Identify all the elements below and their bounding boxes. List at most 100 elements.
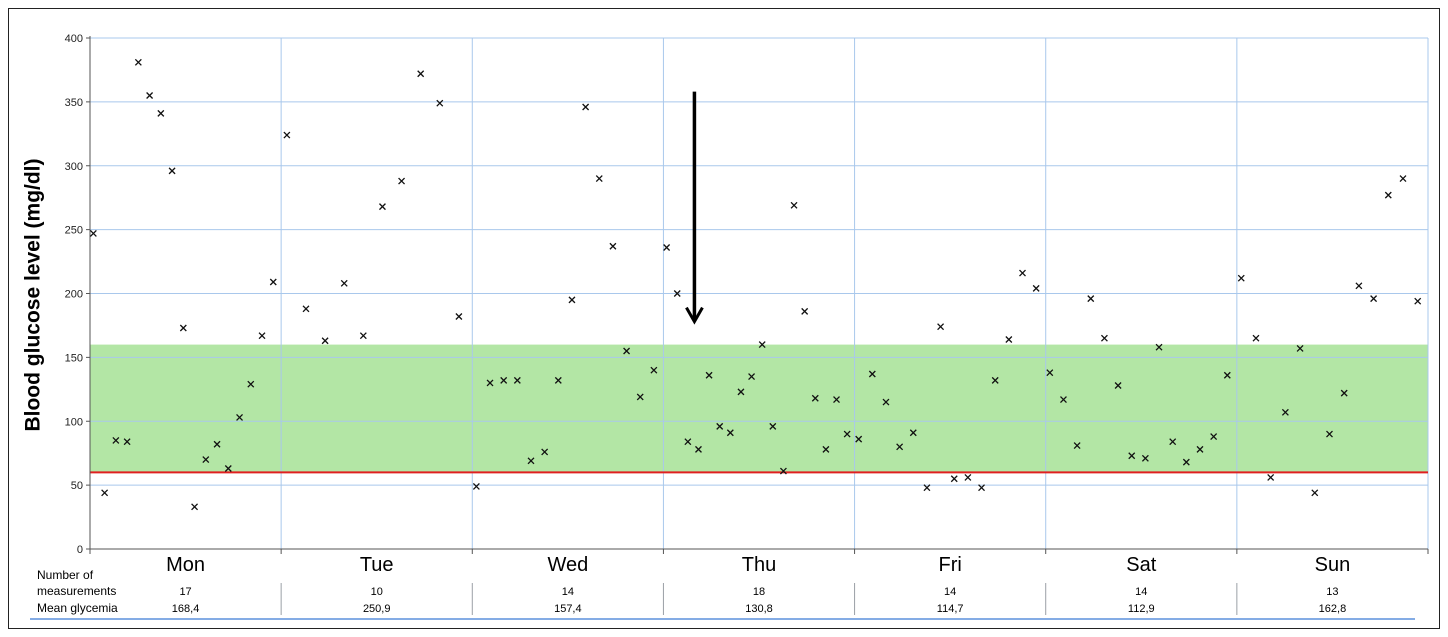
data-point (224, 465, 232, 472)
data-point (1155, 343, 1163, 351)
data-point (1252, 334, 1260, 342)
data-point (1087, 295, 1095, 303)
arrow-head (685, 306, 704, 325)
data-point (1019, 269, 1026, 277)
data-point (472, 482, 480, 490)
data-point (1281, 408, 1289, 416)
data-point (500, 376, 508, 384)
data-point (1114, 382, 1122, 389)
data-point (101, 489, 109, 497)
data-point (1073, 442, 1081, 449)
data-point (527, 457, 535, 465)
data-point (1005, 336, 1013, 343)
data-point (1399, 175, 1407, 182)
y-tick-label: 50 (71, 480, 83, 492)
data-point (513, 376, 521, 384)
data-point (595, 175, 603, 182)
data-point (157, 109, 165, 117)
data-point (1326, 430, 1333, 438)
data-point (236, 413, 244, 421)
data-point (609, 242, 617, 250)
data-point (623, 347, 631, 355)
data-point (398, 177, 406, 185)
data-point (950, 475, 958, 483)
data-point (978, 484, 986, 492)
data-point (833, 396, 840, 403)
data-point (868, 370, 876, 378)
data-point (801, 307, 809, 315)
data-point (909, 429, 917, 437)
data-point (269, 278, 277, 286)
data-point (726, 429, 734, 437)
y-tick-label: 100 (65, 416, 83, 428)
data-point (769, 422, 777, 430)
data-point (258, 332, 266, 340)
data-point (146, 92, 154, 99)
data-point (1340, 389, 1348, 397)
data-point (673, 290, 681, 297)
data-point (191, 503, 199, 511)
y-tick-label: 250 (65, 225, 83, 237)
data-point (663, 244, 671, 251)
data-point (923, 484, 931, 492)
data-point (112, 436, 120, 444)
data-point (455, 313, 463, 320)
data-point (855, 435, 863, 443)
data-point (1223, 371, 1231, 379)
data-point (1128, 452, 1136, 460)
data-point (636, 393, 644, 401)
data-point (758, 341, 766, 349)
data-point (1296, 344, 1304, 352)
data-point (359, 332, 367, 340)
data-point (568, 296, 576, 304)
data-point (964, 474, 972, 481)
data-point (213, 440, 221, 448)
data-point (89, 229, 97, 237)
data-point (882, 398, 890, 406)
data-point (554, 376, 562, 384)
data-point (340, 279, 348, 287)
data-point (716, 422, 724, 430)
data-point (811, 394, 819, 402)
data-point (1182, 458, 1190, 466)
data-point (684, 438, 692, 446)
y-tick-label: 150 (65, 352, 83, 364)
data-point (1032, 284, 1040, 292)
data-point (436, 99, 444, 107)
y-tick-label: 400 (65, 33, 83, 45)
data-point (937, 323, 945, 331)
data-point (1384, 191, 1392, 199)
data-point (1169, 438, 1177, 446)
data-point (378, 203, 386, 211)
y-tick-label: 300 (65, 161, 83, 173)
data-point (202, 456, 210, 464)
data-point (1046, 369, 1054, 377)
data-point (1370, 295, 1378, 303)
data-point (748, 373, 756, 380)
y-tick-label: 350 (65, 97, 83, 109)
data-point (822, 445, 830, 453)
data-point (843, 430, 851, 438)
data-point (321, 337, 329, 345)
y-axis-label-container: Blood glucose level (mg/dl) (18, 41, 50, 549)
data-point (168, 167, 176, 175)
y-tick-label: 0 (77, 544, 83, 556)
data-point (1237, 274, 1245, 282)
y-tick-label: 200 (65, 289, 83, 301)
data-point (790, 201, 798, 209)
data-point (779, 467, 787, 475)
y-axis-label: Blood glucose level (mg/dl) (22, 158, 45, 432)
data-point (541, 448, 549, 456)
data-point (695, 445, 702, 453)
data-point (179, 324, 187, 332)
data-point (1414, 297, 1422, 305)
data-point (991, 376, 999, 384)
data-point (123, 438, 131, 446)
data-point (1267, 474, 1275, 481)
data-point (1060, 396, 1067, 403)
data-point (1141, 454, 1149, 462)
target-range-band (90, 344, 1428, 473)
data-point (1100, 334, 1108, 342)
data-point (896, 443, 904, 451)
